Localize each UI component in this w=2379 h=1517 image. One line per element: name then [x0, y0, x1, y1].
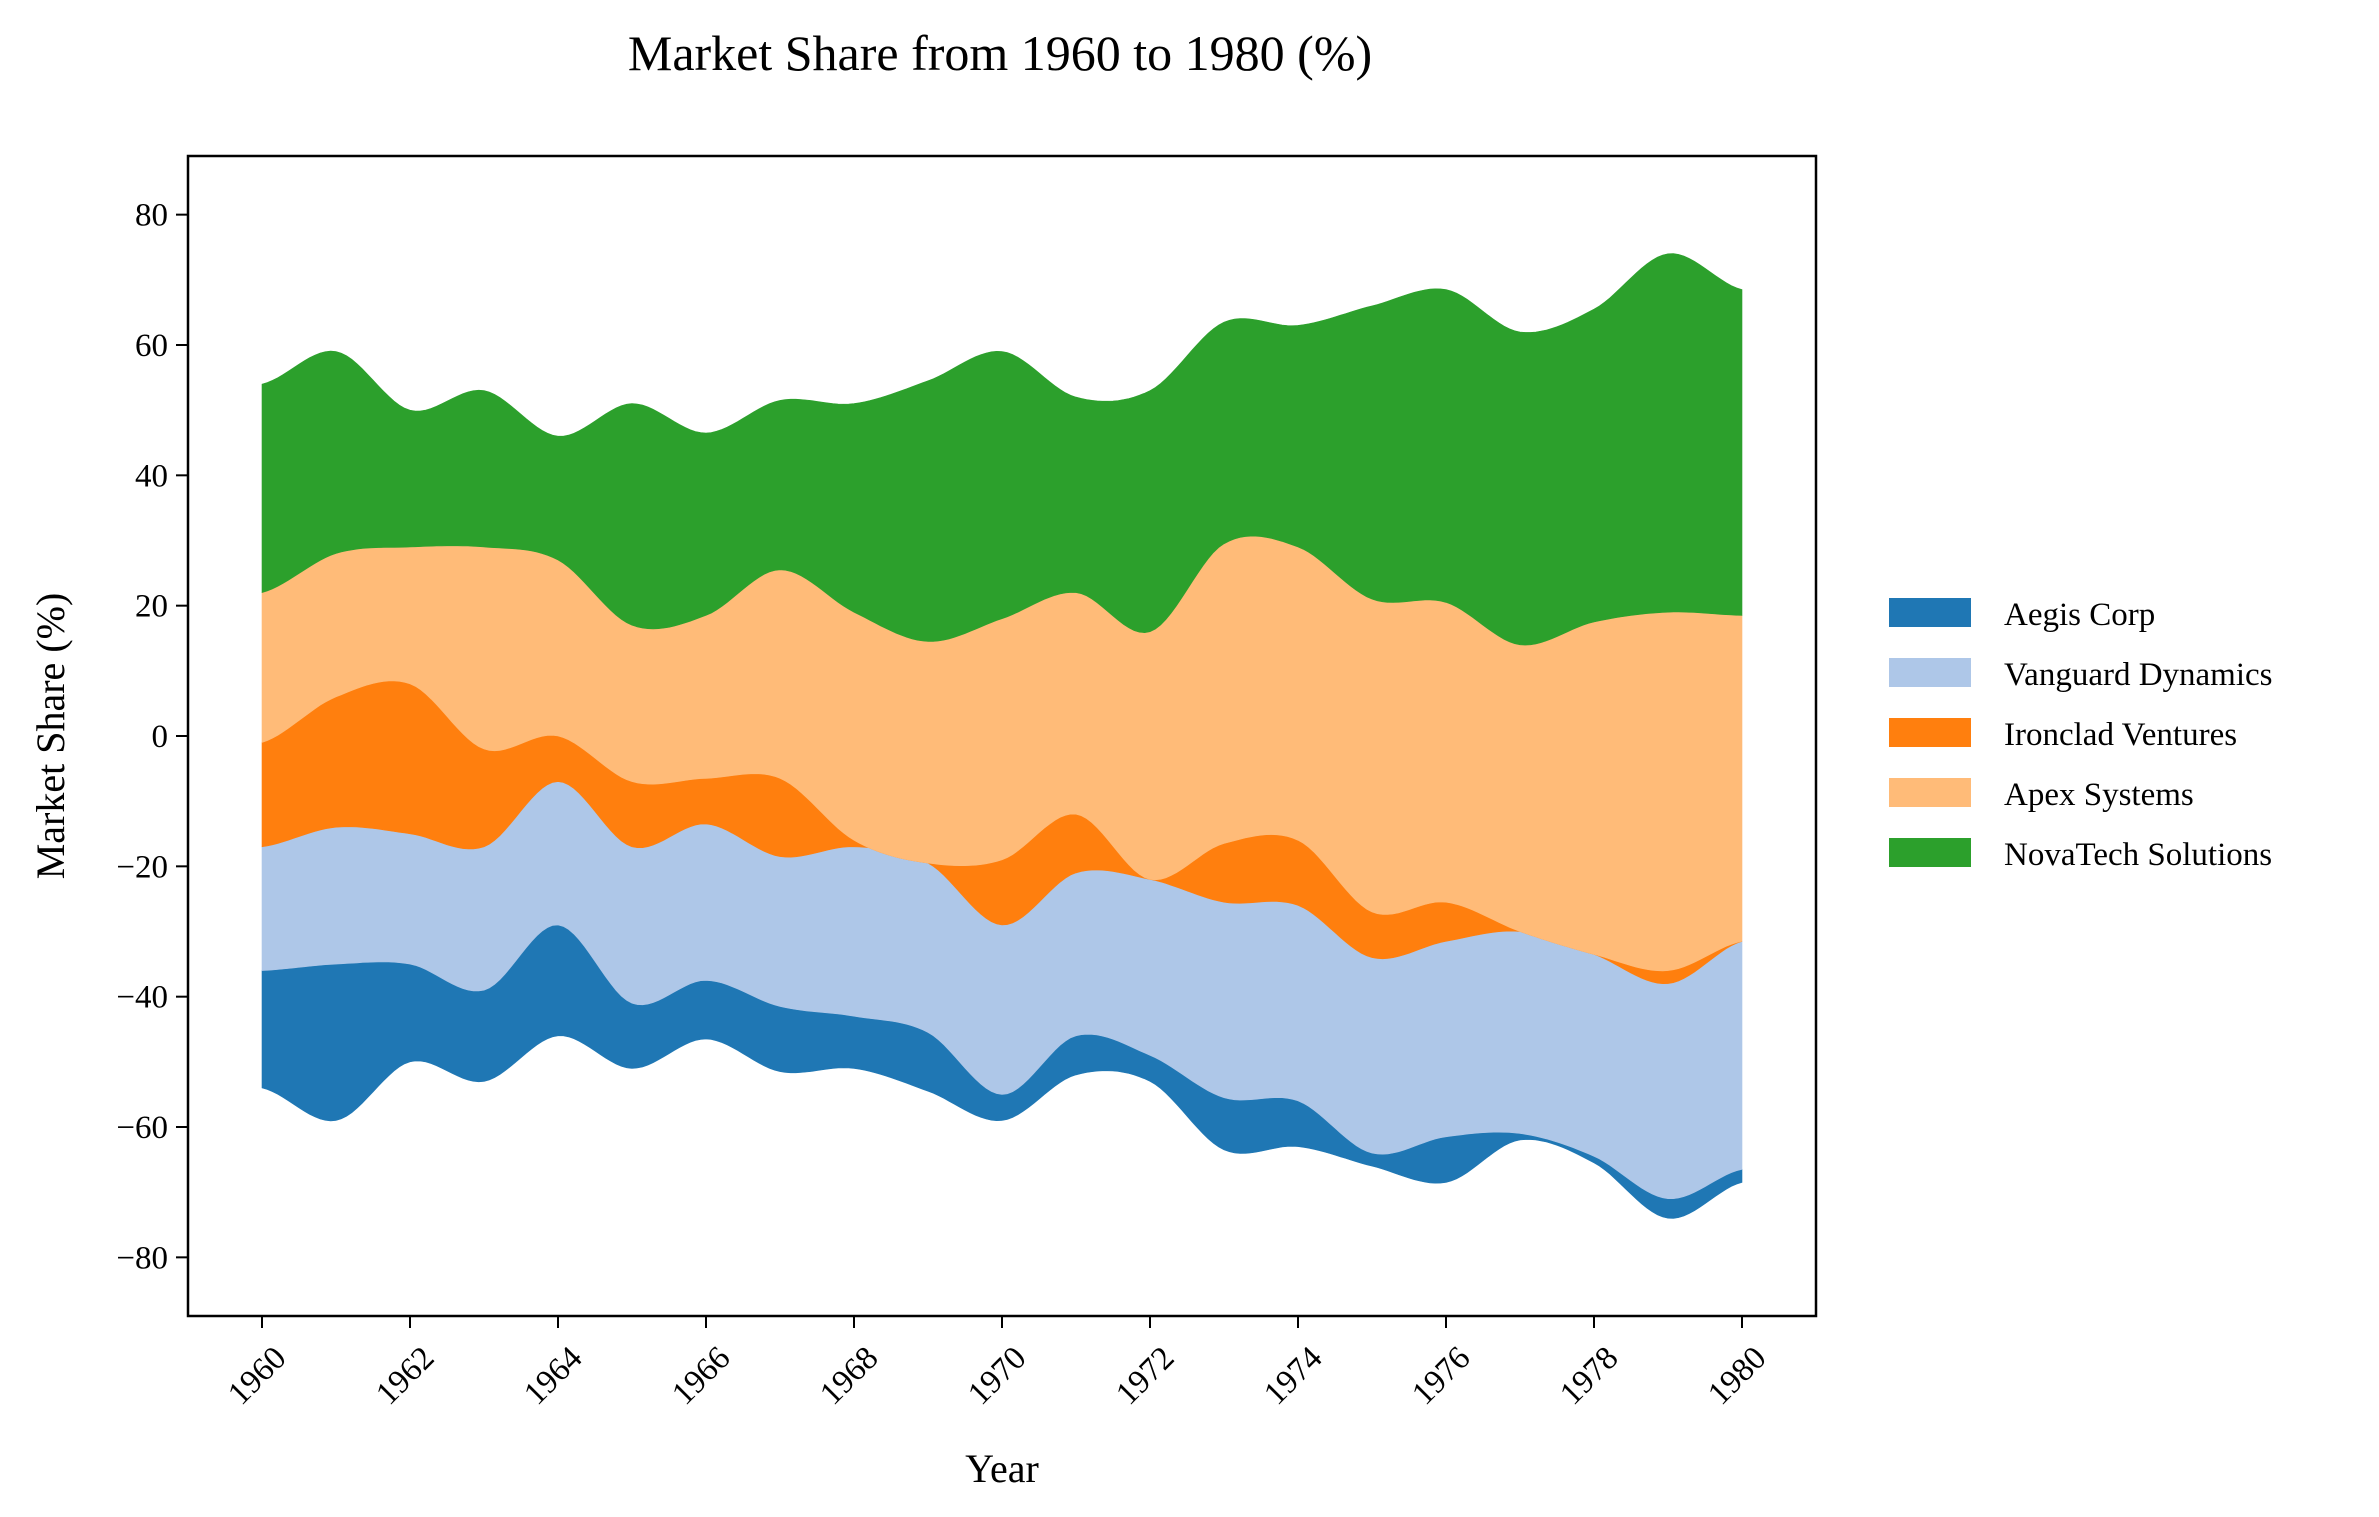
y-tick-label: 60	[135, 328, 168, 364]
chart-title: Market Share from 1960 to 1980 (%)	[628, 25, 1372, 81]
legend-swatch	[1889, 658, 1971, 687]
y-axis: −80 −60 −40 −20 0 20 40 60 80	[116, 198, 188, 1276]
y-tick-label: 80	[135, 198, 168, 234]
legend-swatch	[1889, 778, 1971, 807]
x-axis-label: Year	[965, 1446, 1039, 1491]
y-axis-label: Market Share (%)	[28, 593, 73, 880]
legend-label: Aegis Corp	[2004, 597, 2155, 633]
y-tick-label: −60	[116, 1110, 168, 1146]
y-tick-label: −40	[116, 980, 168, 1016]
area-novatech-solutions	[261, 253, 1743, 646]
legend-swatch	[1889, 718, 1971, 747]
y-tick-label: −20	[116, 849, 168, 885]
plot-layers	[261, 253, 1743, 1219]
legend-swatch	[1889, 838, 1971, 867]
legend-label: Vanguard Dynamics	[2004, 657, 2273, 693]
legend-swatch	[1889, 598, 1971, 627]
y-tick-label: −80	[116, 1240, 168, 1276]
y-tick-label: 40	[135, 458, 168, 494]
legend-label: NovaTech Solutions	[2004, 837, 2272, 873]
legend-label: Apex Systems	[2004, 777, 2194, 813]
legend: Aegis Corp Vanguard Dynamics Ironclad Vent…	[1889, 597, 2273, 873]
legend-label: Ironclad Ventures	[2004, 717, 2237, 753]
y-tick-label: 0	[152, 719, 169, 755]
y-tick-label: 20	[135, 589, 168, 625]
